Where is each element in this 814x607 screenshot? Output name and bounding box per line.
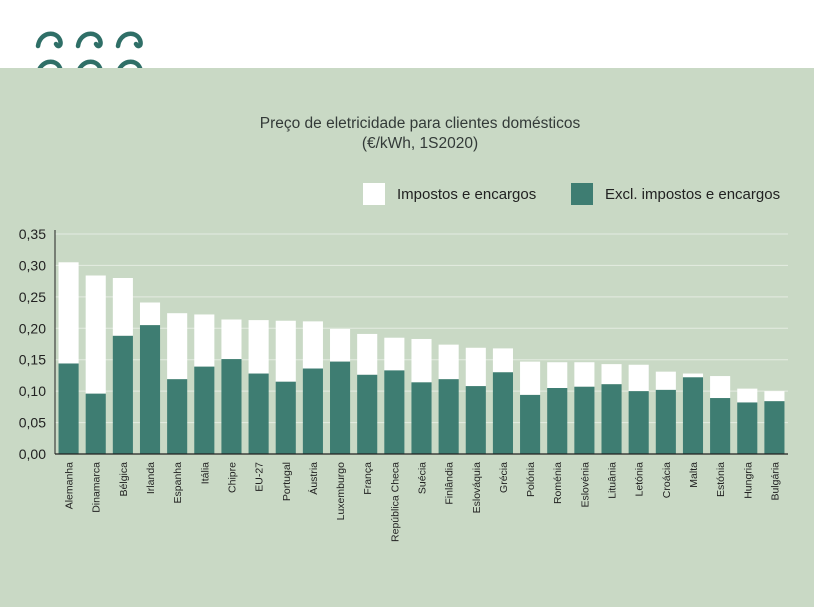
x-tick-label: Bélgica [118, 462, 130, 497]
bar-excl [221, 359, 242, 454]
bar-excl [112, 335, 133, 454]
bar-taxes [520, 361, 541, 395]
bar-taxes [655, 371, 676, 390]
bar-taxes [384, 337, 405, 371]
chart-subtitle: (€/kWh, 1S2020) [361, 135, 479, 152]
bar-taxes [248, 320, 269, 374]
x-tick-label: Finlândia [444, 462, 456, 505]
x-tick-label: Irlanda [145, 462, 157, 494]
y-tick-label: 0,35 [19, 226, 46, 242]
bar-excl [520, 394, 541, 454]
legend-item-excl: Excl. impostos e encargos [571, 182, 780, 206]
x-tick-label: Espanha [172, 462, 184, 504]
bar-taxes [302, 321, 323, 369]
bar-excl [248, 373, 269, 454]
bar-taxes [737, 388, 758, 403]
y-tick-label: 0,00 [19, 446, 46, 462]
x-tick-label: Croácia [661, 462, 673, 498]
bar-taxes [438, 344, 459, 380]
x-tick-label: Chipre [226, 462, 238, 493]
x-tick-label: Dinamarca [91, 462, 103, 513]
x-tick-label: República Checa [389, 462, 401, 542]
y-tick-label: 0,25 [19, 289, 46, 305]
bar-taxes [221, 319, 242, 360]
x-tick-label: Suécia [417, 462, 429, 494]
x-tick-label: Áustria [307, 462, 320, 495]
x-tick-label: Estónia [715, 462, 727, 497]
legend-swatch-taxes [363, 183, 385, 205]
bar-taxes [85, 275, 106, 394]
x-tick-label: Alemanha [64, 462, 76, 509]
bar-taxes [112, 278, 133, 336]
bar-excl [275, 381, 296, 454]
bar-excl [139, 325, 161, 454]
x-tick-label: Eslovénia [579, 462, 591, 508]
bar-taxes [764, 391, 785, 402]
x-tick-label: Luxemburgo [335, 462, 347, 521]
bar-excl [85, 393, 106, 454]
x-tick-label: Bulgária [769, 462, 781, 501]
x-tick-label: Portugal [281, 462, 293, 501]
bar-taxes [411, 338, 432, 383]
bar-excl [384, 370, 405, 454]
bar-excl [194, 366, 215, 454]
y-tick-label: 0,20 [19, 320, 46, 336]
bar-taxes [710, 376, 731, 399]
bar-taxes [574, 362, 595, 387]
bar-excl [601, 384, 622, 454]
bar-excl [547, 388, 568, 454]
bar-excl [465, 386, 486, 454]
x-tick-label: Lituânia [607, 462, 619, 499]
bar-excl [710, 398, 731, 454]
bar-taxes [194, 314, 215, 367]
x-tick-label: Letónia [634, 462, 646, 497]
bar-excl [58, 363, 79, 454]
bar-excl [411, 382, 432, 454]
bar-excl [438, 379, 459, 454]
bar-excl [764, 401, 785, 454]
legend-item-taxes: Impostos e encargos [363, 182, 536, 206]
bar-excl [302, 368, 323, 454]
x-tick-label: EU-27 [254, 462, 266, 492]
bar-excl [492, 372, 513, 454]
bar-taxes [547, 362, 568, 388]
bar-excl [737, 402, 758, 454]
legend-swatch-excl [571, 183, 593, 205]
bar-excl [574, 386, 595, 454]
bar-taxes [465, 347, 486, 387]
x-tick-label: França [362, 462, 374, 495]
chart-title: Preço de eletricidade para clientes domé… [259, 115, 581, 132]
x-tick-label: Polónia [525, 462, 537, 497]
bar-taxes [139, 302, 161, 326]
x-tick-label: Malta [688, 462, 700, 488]
x-tick-label: Grécia [498, 462, 510, 493]
y-tick-label: 0,30 [19, 257, 46, 273]
bar-excl [167, 379, 188, 454]
bar-taxes [628, 364, 649, 392]
x-tick-label: Eslováquia [471, 462, 483, 514]
y-tick-label: 0,15 [19, 352, 46, 368]
legend-label-excl: Excl. impostos e encargos [605, 185, 781, 203]
bar-excl [330, 361, 351, 454]
bar-excl [655, 389, 676, 454]
bar-taxes [275, 320, 296, 382]
y-tick-label: 0,10 [19, 383, 46, 399]
x-tick-label: Hungria [742, 462, 754, 499]
bar-taxes [682, 373, 704, 378]
bar-taxes [492, 348, 513, 373]
x-tick-label: Itália [199, 462, 211, 484]
bar-excl [357, 374, 378, 454]
x-tick-label: Roménia [552, 462, 564, 504]
bar-taxes [330, 328, 351, 362]
y-tick-label: 0,05 [19, 415, 46, 431]
bar-excl [628, 391, 649, 454]
bar-taxes [58, 262, 79, 364]
bar-taxes [357, 333, 378, 375]
bar-taxes [167, 313, 188, 380]
bar-taxes [601, 364, 622, 385]
chart-panel [0, 68, 814, 607]
bar-excl [682, 377, 704, 454]
legend-label-taxes: Impostos e encargos [397, 185, 537, 203]
